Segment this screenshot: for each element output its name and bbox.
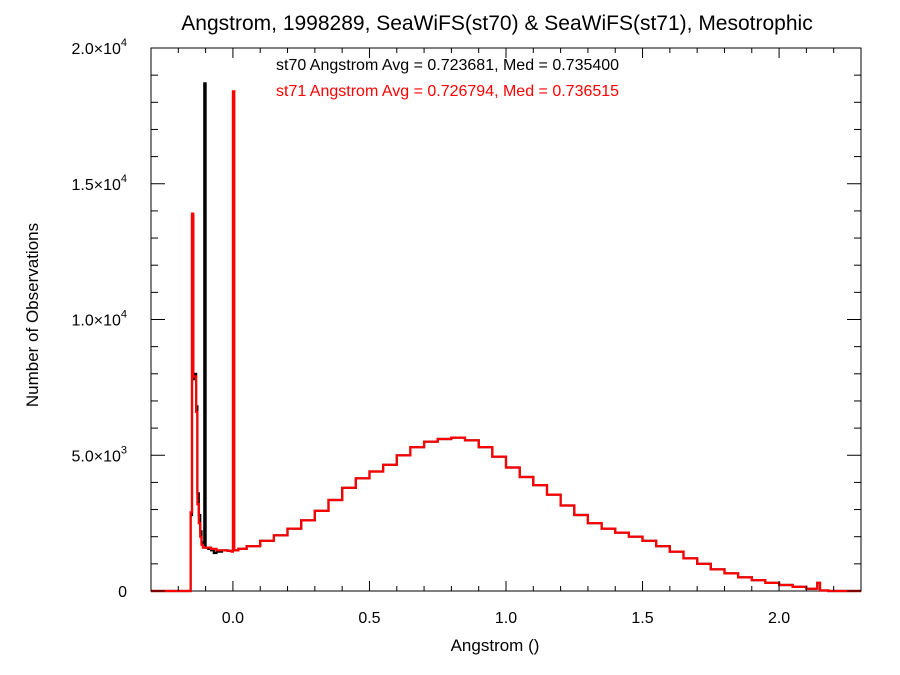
stat-annotation-1: st71 Angstrom Avg = 0.726794, Med = 0.73… (276, 83, 619, 100)
x-tick-label: 0.5 (358, 610, 380, 627)
y-tick-label: 5.0×103 (71, 444, 127, 465)
x-axis-label: Angstrom () (451, 636, 540, 655)
y-tick-label: 2.0×104 (71, 37, 127, 58)
y-tick-label: 1.5×104 (71, 173, 127, 194)
series-line-0 (151, 82, 861, 593)
stat-annotation-0: st70 Angstrom Avg = 0.723681, Med = 0.73… (276, 57, 619, 74)
y-tick-label: 1.0×104 (71, 309, 127, 330)
chart-title: Angstrom, 1998289, SeaWiFS(st70) & SeaWi… (181, 12, 812, 35)
x-tick-label: 1.5 (631, 610, 653, 627)
series-line-1 (151, 90, 861, 593)
y-axis-label: Number of Observations (23, 223, 42, 407)
y-tick-label: 0 (118, 584, 127, 601)
stats-annotations: st70 Angstrom Avg = 0.723681, Med = 0.73… (276, 57, 619, 100)
series-layer (151, 82, 861, 593)
x-tick-label: 0.0 (222, 610, 244, 627)
x-tick-label: 1.0 (495, 610, 517, 627)
plot-area-frame (150, 47, 862, 592)
x-tick-label: 2.0 (768, 610, 790, 627)
axis-ticks: 0.0 0.5 1.0 1.5 2.0 0 5.0×103 1.0×104 1.5×104 2.0… (71, 37, 862, 627)
